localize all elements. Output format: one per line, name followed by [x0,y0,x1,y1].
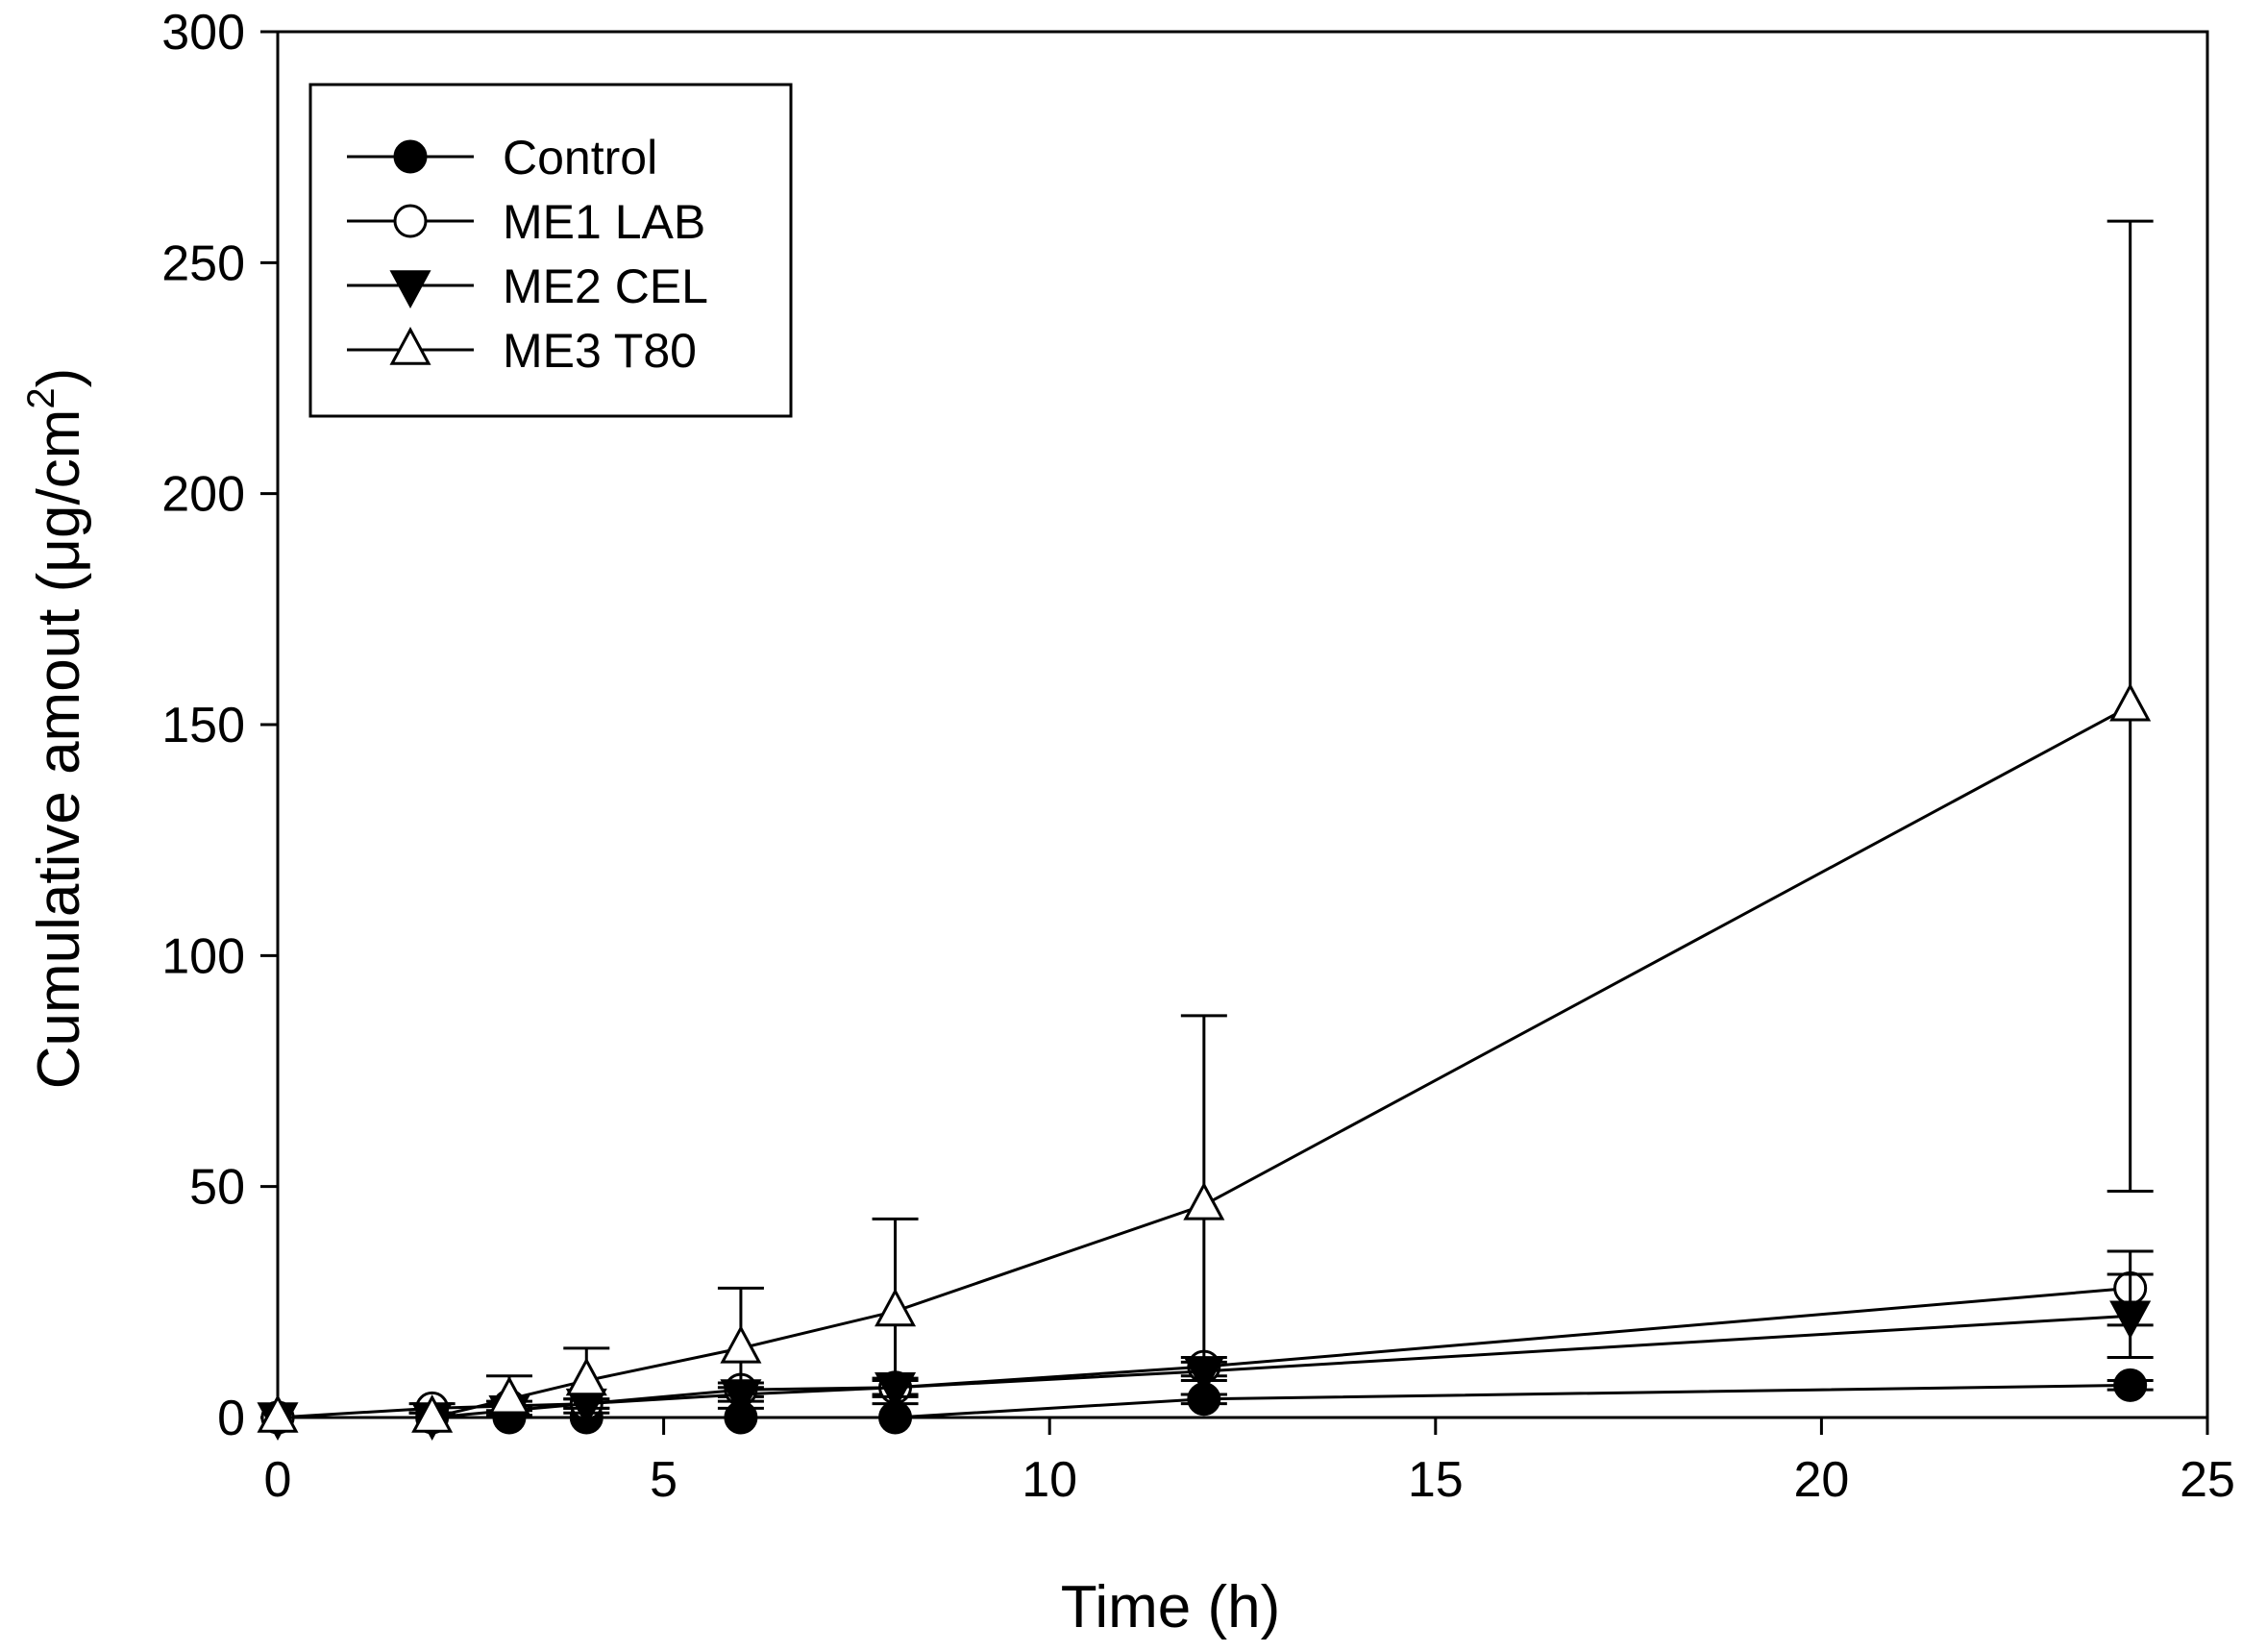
legend-item: ME3 T80 [347,324,697,378]
y-axis-label-close: ) [26,368,92,388]
x-axis-label: Time (h) [1061,1574,1280,1640]
legend-label: ME1 LAB [503,195,705,249]
data-point [488,1375,530,1415]
legend-marker [389,270,431,309]
y-axis-label: Cumulative amout (μg/cm2) [20,368,92,1090]
legend-item: ME1 LAB [347,195,705,249]
data-point [257,1393,299,1433]
x-tick-label: 0 [264,1452,292,1508]
y-tick-label: 0 [217,1391,245,1446]
data-point [875,1288,917,1327]
legend-marker [393,139,428,174]
data-point [2113,1368,2148,1402]
data-point [720,1324,762,1364]
legend: Control ME1 LAB ME2 CEL ME3 T80 [308,83,793,418]
data-point [565,1357,607,1396]
series-line [278,704,2131,1419]
legend-item: ME2 CEL [347,259,708,313]
data-point [411,1393,454,1433]
data-point [2109,682,2152,722]
legend-label: ME3 T80 [503,324,697,378]
data-point [2109,1300,2152,1340]
series-4 [257,219,2154,1433]
x-tick-label: 20 [1793,1452,1849,1508]
y-tick-label: 300 [161,5,245,61]
legend-label: Control [503,131,657,185]
data-series [257,219,2154,1442]
x-tick-label: 5 [650,1452,678,1508]
x-tick-label: 25 [2180,1452,2235,1508]
legend-label: ME2 CEL [503,259,708,313]
y-axis-label-main: Cumulative amout (μg/cm [26,409,92,1090]
legend-box [308,83,793,418]
legend-marker [393,204,428,238]
y-tick-label: 200 [161,467,245,523]
legend-marker [389,326,431,365]
legend-item: Control [347,131,657,185]
x-tick-label: 15 [1408,1452,1464,1508]
x-tick-label: 10 [1022,1452,1077,1508]
y-axis-label-superscript: 2 [20,387,62,408]
y-tick-label: 50 [189,1160,245,1216]
y-tick-label: 250 [161,235,245,291]
y-tick-label: 150 [161,698,245,753]
data-point [1183,1181,1225,1221]
y-tick-label: 100 [161,928,245,984]
